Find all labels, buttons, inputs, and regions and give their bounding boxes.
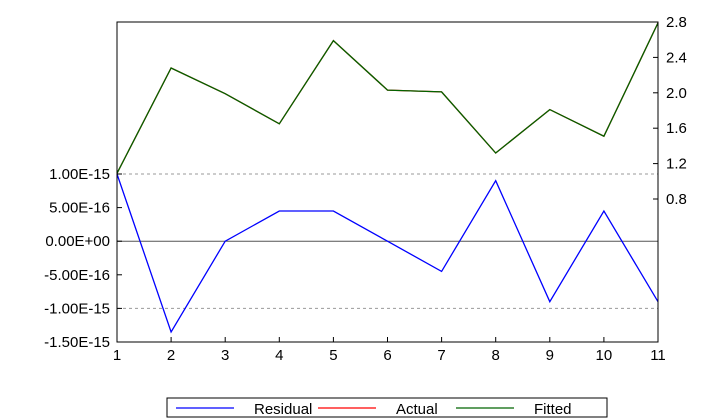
x-tick-label: 5 <box>329 347 337 364</box>
x-tick-label: 10 <box>596 347 613 364</box>
left-tick-label: 5.00E-16 <box>49 200 110 217</box>
x-axis: 1 2 3 4 5 6 7 8 9 10 11 <box>113 337 666 364</box>
series-line-residual <box>116 173 659 334</box>
right-tick-label: 2.0 <box>666 85 687 102</box>
right-tick-label: 2.8 <box>666 14 687 31</box>
legend-label-fitted: Fitted <box>534 401 572 418</box>
series-line-actual <box>116 22 659 174</box>
x-tick-label: 9 <box>546 347 554 364</box>
left-tick-label: 1.00E-15 <box>49 166 110 183</box>
legend-label-residual: Residual <box>254 401 312 418</box>
left-y-axis: 1.00E-15 5.00E-16 0.00E+00 -5.00E-16 -1.00E-… <box>44 166 122 351</box>
left-tick-label: -5.00E-16 <box>44 267 110 284</box>
x-tick-label: 2 <box>167 347 175 364</box>
series-layer <box>116 22 659 334</box>
x-tick-label: 6 <box>383 347 391 364</box>
left-tick-label: -1.00E-15 <box>44 300 110 317</box>
right-tick-label: 1.2 <box>666 156 687 173</box>
right-y-axis: 2.8 2.4 2.0 1.6 1.2 0.8 <box>653 14 687 208</box>
x-tick-label: 1 <box>113 347 121 364</box>
left-tick-label: 0.00E+00 <box>45 233 110 250</box>
right-tick-label: 2.4 <box>666 49 687 66</box>
right-tick-label: 0.8 <box>666 191 687 208</box>
x-tick-label: 8 <box>492 347 500 364</box>
legend-label-actual: Actual <box>396 401 438 418</box>
x-tick-label: 7 <box>437 347 445 364</box>
left-tick-label: -1.50E-15 <box>44 334 110 351</box>
x-tick-label: 4 <box>275 347 283 364</box>
legend-box <box>166 397 608 418</box>
plot-frame <box>116 21 659 343</box>
right-tick-label: 1.6 <box>666 120 687 137</box>
legend: Residual Actual Fitted <box>166 397 608 418</box>
series-line-fitted <box>116 22 659 174</box>
x-tick-label: 11 <box>650 347 666 364</box>
x-tick-label: 3 <box>221 347 229 364</box>
